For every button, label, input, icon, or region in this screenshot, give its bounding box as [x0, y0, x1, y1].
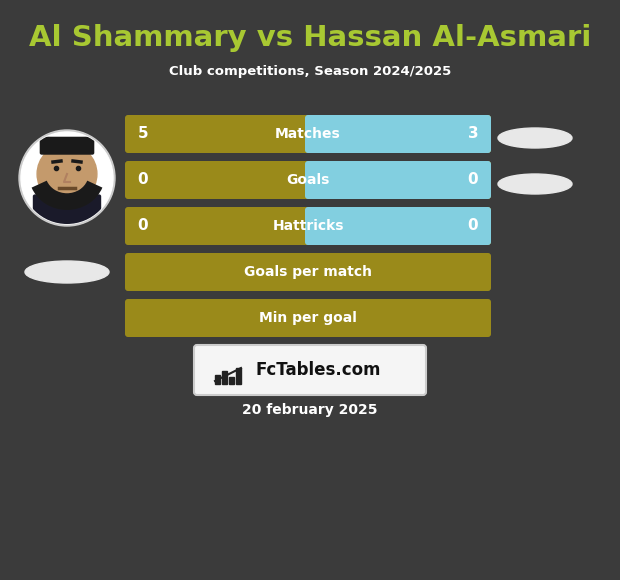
Circle shape: [37, 144, 97, 204]
Text: FcTables.com: FcTables.com: [255, 361, 381, 379]
Circle shape: [19, 130, 115, 226]
FancyBboxPatch shape: [305, 115, 491, 153]
FancyBboxPatch shape: [305, 161, 491, 199]
Bar: [222, 371, 227, 384]
FancyBboxPatch shape: [125, 115, 491, 153]
FancyBboxPatch shape: [125, 161, 491, 199]
Text: Min per goal: Min per goal: [259, 311, 357, 325]
FancyBboxPatch shape: [125, 299, 491, 337]
Text: 0: 0: [138, 172, 148, 187]
FancyBboxPatch shape: [40, 137, 94, 155]
Ellipse shape: [498, 174, 572, 194]
Text: Hattricks: Hattricks: [272, 219, 343, 233]
FancyBboxPatch shape: [305, 207, 491, 245]
FancyBboxPatch shape: [125, 207, 491, 245]
Text: 20 february 2025: 20 february 2025: [242, 403, 378, 417]
Text: Club competitions, Season 2024/2025: Club competitions, Season 2024/2025: [169, 66, 451, 78]
FancyBboxPatch shape: [125, 253, 491, 291]
Text: Goals per match: Goals per match: [244, 265, 372, 279]
Bar: [215, 375, 220, 384]
Text: Matches: Matches: [275, 127, 341, 141]
Bar: [236, 368, 241, 384]
Text: Goals: Goals: [286, 173, 330, 187]
Text: 5: 5: [138, 126, 148, 142]
Text: 0: 0: [138, 219, 148, 234]
FancyBboxPatch shape: [33, 194, 101, 229]
Text: 0: 0: [467, 219, 478, 234]
Ellipse shape: [25, 261, 109, 283]
Text: 3: 3: [467, 126, 478, 142]
Ellipse shape: [498, 128, 572, 148]
Circle shape: [21, 132, 113, 224]
Text: 0: 0: [467, 172, 478, 187]
FancyBboxPatch shape: [194, 345, 426, 395]
Bar: [229, 377, 234, 384]
Text: Al Shammary vs Hassan Al-Asmari: Al Shammary vs Hassan Al-Asmari: [29, 24, 591, 52]
